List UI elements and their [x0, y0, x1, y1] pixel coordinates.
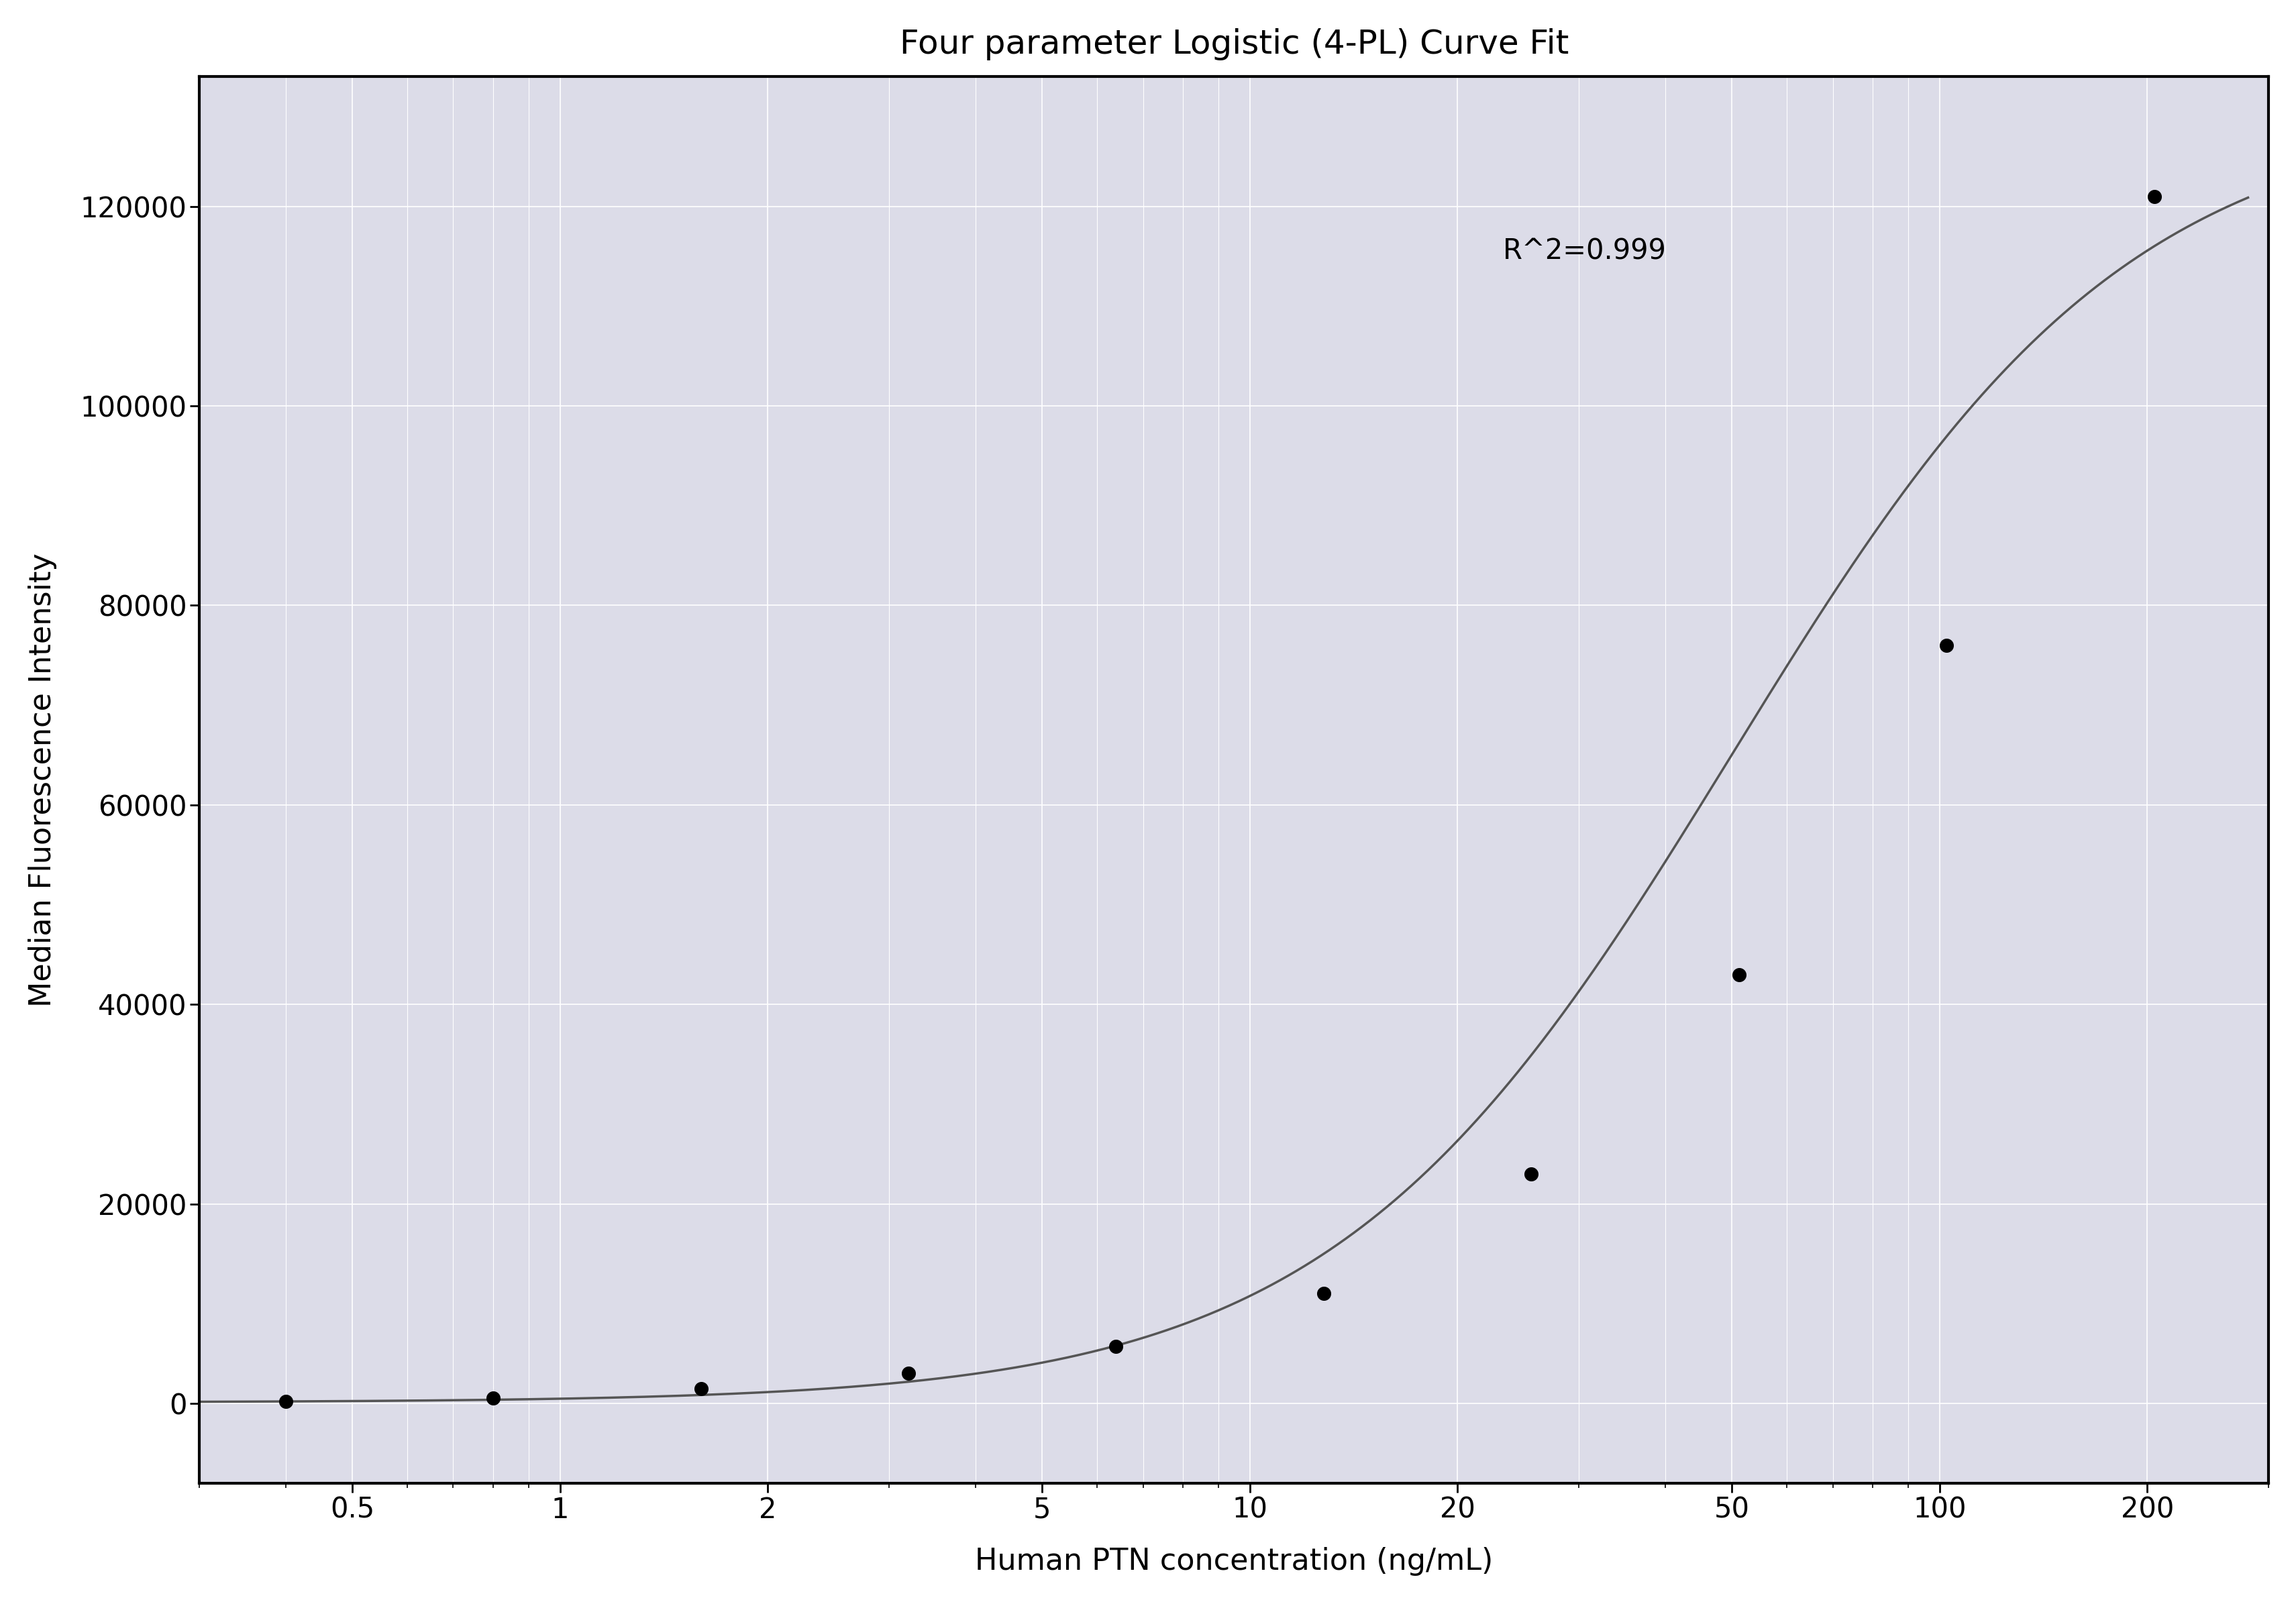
- Point: [475, 1386, 512, 1412]
- Text: R^2=0.999: R^2=0.999: [1502, 237, 1667, 266]
- Point: [1304, 1282, 1341, 1307]
- Title: Four parameter Logistic (4-PL) Curve Fit: Four parameter Logistic (4-PL) Curve Fit: [900, 27, 1568, 61]
- Point: [1720, 962, 1756, 988]
- Point: [266, 1389, 303, 1415]
- Point: [1513, 1161, 1550, 1187]
- Point: [891, 1360, 928, 1386]
- X-axis label: Human PTN concentration (ng/mL): Human PTN concentration (ng/mL): [976, 1548, 1492, 1577]
- Y-axis label: Median Fluorescence Intensity: Median Fluorescence Intensity: [28, 553, 57, 1007]
- Point: [682, 1376, 719, 1402]
- Point: [1929, 632, 1965, 658]
- Point: [1097, 1333, 1134, 1359]
- Point: [2135, 183, 2172, 209]
